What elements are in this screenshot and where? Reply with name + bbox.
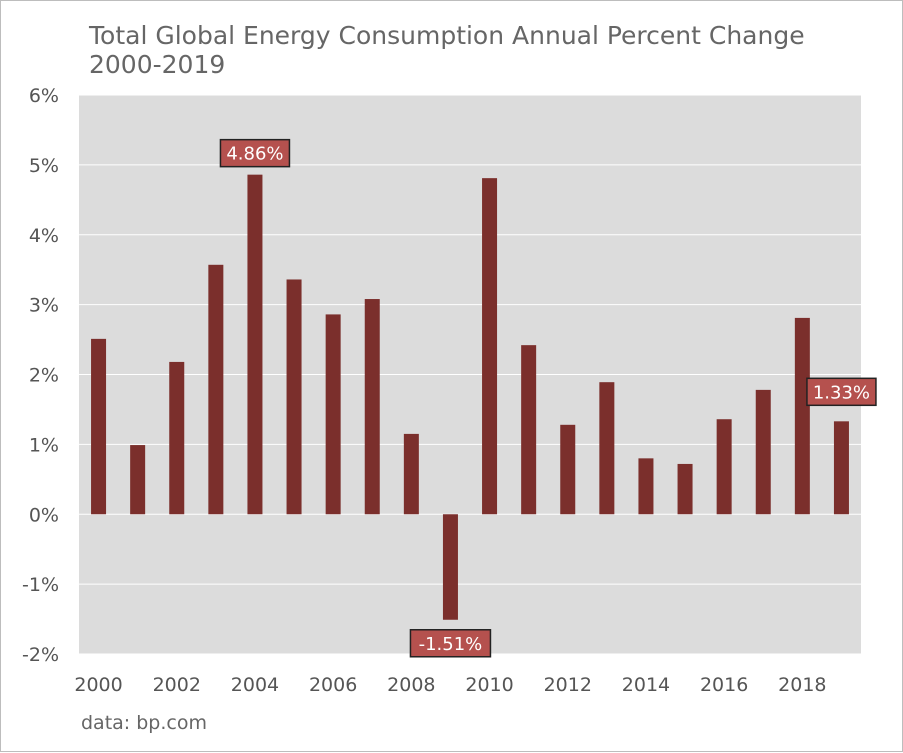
bar bbox=[599, 382, 615, 515]
callout-label: 4.86% bbox=[226, 144, 283, 165]
bar bbox=[403, 433, 419, 515]
bar bbox=[247, 174, 263, 515]
x-tick-label: 2018 bbox=[778, 674, 826, 696]
callout-label: -1.51% bbox=[419, 634, 483, 655]
bar bbox=[130, 445, 146, 515]
callout-box bbox=[806, 377, 877, 407]
bar bbox=[91, 338, 107, 515]
x-tick-label: 2002 bbox=[153, 674, 201, 696]
bars bbox=[91, 174, 849, 620]
bar bbox=[208, 264, 224, 515]
bar bbox=[482, 178, 498, 515]
y-tick-label: 3% bbox=[29, 295, 59, 317]
x-tick-label: 2012 bbox=[544, 674, 592, 696]
bar bbox=[560, 424, 576, 515]
callout: 1.33% bbox=[806, 377, 877, 407]
callout-label: 1.33% bbox=[813, 382, 870, 403]
callout: 4.86% bbox=[219, 138, 291, 168]
source-note: data: bp.com bbox=[81, 712, 207, 734]
y-tick-label: 0% bbox=[29, 504, 59, 526]
bar bbox=[833, 421, 849, 515]
chart-title: Total Global Energy Consumption Annual P… bbox=[89, 21, 805, 79]
bar bbox=[325, 314, 341, 515]
bar bbox=[521, 345, 537, 515]
y-axis-labels: 6% 5% 4% 3% 2% 1% 0% -1% -2% bbox=[22, 85, 59, 666]
x-axis-labels: 2000 2002 2004 2006 2008 2010 2012 2014 2016 2018 bbox=[74, 674, 826, 696]
x-tick-label: 2004 bbox=[231, 674, 279, 696]
bar bbox=[286, 279, 302, 515]
bar bbox=[677, 463, 693, 515]
y-tick-label: 5% bbox=[29, 155, 59, 177]
x-tick-label: 2008 bbox=[387, 674, 435, 696]
x-tick-label: 2014 bbox=[622, 674, 670, 696]
data-callouts: 4.86% -1.51% 1.33% bbox=[219, 138, 877, 658]
bar bbox=[755, 389, 771, 515]
x-tick-label: 2010 bbox=[465, 674, 513, 696]
y-tick-label: -2% bbox=[22, 644, 59, 666]
bar bbox=[794, 317, 810, 515]
chart-title-line2: 2000-2019 bbox=[89, 50, 226, 79]
callout-box bbox=[219, 138, 291, 168]
x-tick-label: 2016 bbox=[700, 674, 748, 696]
callout-box bbox=[409, 629, 492, 658]
x-tick-label: 2006 bbox=[309, 674, 357, 696]
x-tick-label: 2000 bbox=[74, 674, 122, 696]
callout: -1.51% bbox=[409, 629, 492, 658]
bar bbox=[442, 514, 458, 620]
bar bbox=[169, 361, 185, 515]
y-tick-label: 2% bbox=[29, 365, 59, 387]
y-tick-label: 6% bbox=[29, 85, 59, 107]
chart-title-line1: Total Global Energy Consumption Annual P… bbox=[89, 21, 805, 50]
bar bbox=[364, 299, 380, 515]
bar bbox=[638, 458, 654, 515]
y-tick-label: 4% bbox=[29, 225, 59, 247]
y-tick-label: -1% bbox=[22, 574, 59, 596]
bar bbox=[716, 419, 732, 515]
y-tick-label: 1% bbox=[29, 434, 59, 456]
